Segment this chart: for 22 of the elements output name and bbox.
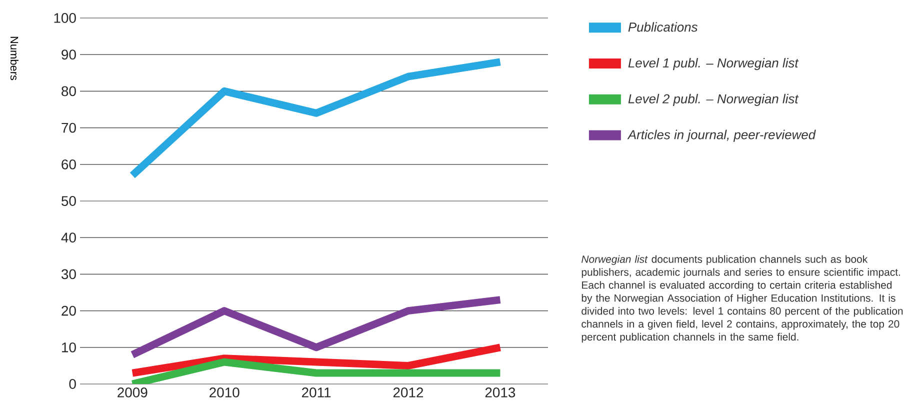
y-tick-label: 0 <box>69 379 76 389</box>
y-tick-label: 50 <box>62 196 76 206</box>
x-tick-label: 2012 <box>393 388 424 398</box>
y-tick-label: 70 <box>62 122 76 133</box>
y-tick-label: 60 <box>62 159 76 170</box>
y-tick-label: 40 <box>61 232 76 243</box>
legend-label: Articles in journal, peer-reviewed <box>627 130 816 142</box>
legend-label: Level 1 publ. – Norwegian list <box>628 58 799 70</box>
y-axis-title: Numbers <box>10 36 18 80</box>
y-tick-label: 10 <box>62 342 76 352</box>
x-tick-label: 2013 <box>485 388 516 398</box>
x-tick-label: 2009 <box>118 388 148 398</box>
y-tick-label: 100 <box>54 13 76 23</box>
text: Norwegian list documents publication channels such as book publishers, academic journals and series to ensure scientific impact. Each channel is evaluated according to certain criteria established by the Norwegian Association of Higher Education Institutions. It is divided into two levels: level 1 contains 80 percent of the publication channels in a given field, level 2 contains, approximately, the top 20 percent publication channels in the same field. <box>582 255 903 343</box>
y-tick-label: 30 <box>61 269 76 280</box>
y-tick-label: 80 <box>62 86 76 96</box>
x-tick-label: 2010 <box>210 388 240 398</box>
y-tick-label: 20 <box>62 306 76 316</box>
legend-label: Publications <box>628 22 698 32</box>
x-tick-label: 2011 <box>302 388 331 398</box>
y-tick-label: 90 <box>62 50 76 60</box>
legend-label: Level 2 publ. – Norwegian list <box>628 94 799 106</box>
